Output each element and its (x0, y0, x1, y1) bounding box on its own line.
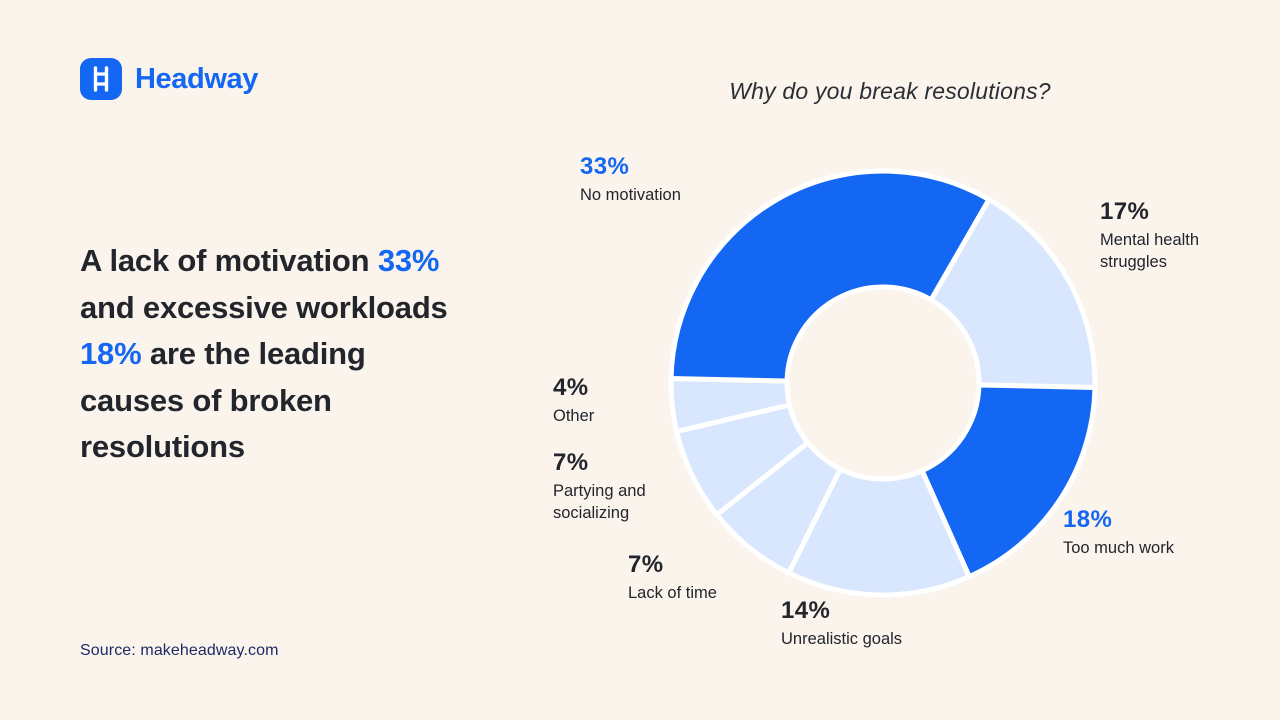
chart-title: Why do you break resolutions? (729, 78, 1051, 104)
segment-name: Too much work (1063, 539, 1174, 557)
segment-percent: 4% (553, 374, 589, 401)
donut-segment-unrealistic-goals (786, 466, 972, 598)
segment-label-partying-and-socializing: 7% Partying and socializing (553, 449, 671, 525)
headline-text: A lack of motivation (80, 243, 378, 278)
headway-ladder-icon (80, 58, 122, 100)
segment-label-other: 4% Other (553, 374, 594, 427)
source-text: Source: makeheadway.com (80, 642, 279, 659)
donut-segment-mental-health-struggles (928, 196, 1098, 390)
donut-segment-no-motivation (668, 168, 992, 384)
segment-label-no-motivation: 33% No motivation (580, 153, 681, 206)
segment-name: Other (553, 407, 595, 425)
donut-chart (663, 163, 1103, 603)
headline-text: are the leading causes of broken resolut… (80, 336, 366, 464)
segment-percent: 14% (781, 597, 831, 624)
segment-name: Mental health struggles (1100, 231, 1200, 272)
headline-accent: 18% (80, 336, 142, 371)
segment-label-unrealistic-goals: 14% Unrealistic goals (781, 597, 902, 650)
segment-percent: 17% (1100, 198, 1150, 225)
brand-logo: Headway (80, 58, 258, 100)
segment-percent: 33% (580, 153, 630, 180)
segment-label-mental-health-struggles: 17% Mental health struggles (1100, 198, 1230, 274)
segment-percent: 7% (553, 449, 589, 476)
segment-label-too-much-work: 18% Too much work (1063, 506, 1174, 559)
segment-percent: 18% (1063, 506, 1113, 533)
headline-text: and excessive workloads (80, 289, 448, 325)
segment-label-lack-of-time: 7% Lack of time (628, 551, 717, 604)
segment-name: Unrealistic goals (781, 630, 903, 648)
donut-svg (668, 168, 1098, 598)
segment-name: Partying and socializing (553, 482, 646, 523)
headline-accent: 33% (377, 243, 440, 278)
segment-name: No motivation (580, 186, 681, 204)
headline: A lack of motivation 33% and excessive w… (80, 238, 472, 471)
brand-wordmark: Headway (135, 62, 258, 95)
segment-name: Lack of time (628, 584, 717, 602)
segment-percent: 7% (628, 551, 664, 578)
donut-segment-too-much-work (919, 382, 1098, 580)
